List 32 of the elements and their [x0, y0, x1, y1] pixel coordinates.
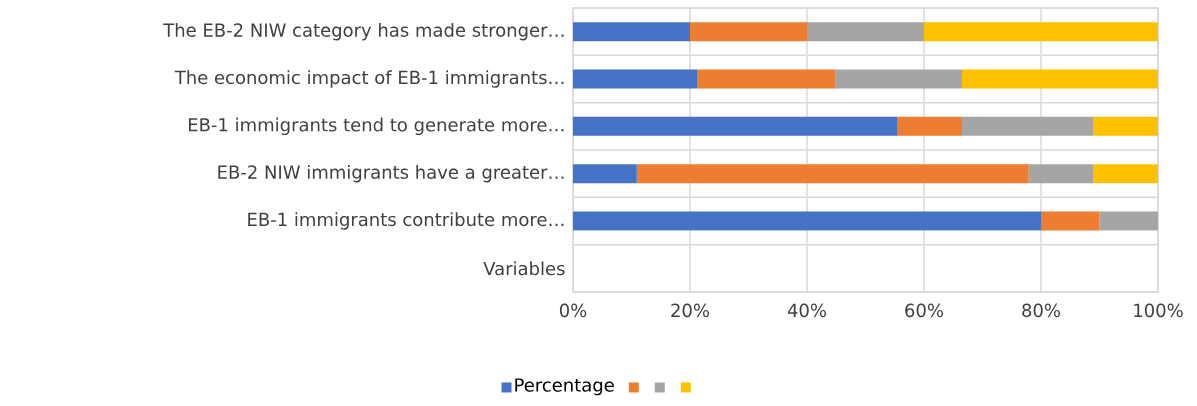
- bar: [636, 164, 1029, 184]
- x-tick-label: 0%: [559, 303, 587, 318]
- bar: [690, 22, 807, 42]
- y-tick-label: Variables: [483, 261, 565, 276]
- bar: [835, 69, 963, 89]
- bar: [573, 69, 698, 89]
- legend-label: Percentage: [515, 378, 614, 396]
- bar: [573, 22, 690, 42]
- bar: [697, 69, 836, 89]
- bar: [573, 116, 898, 136]
- y-tick-label: The EB-2 NIW category has made stronger…: [163, 22, 564, 41]
- bar: [1093, 164, 1158, 184]
- bar: [962, 116, 1094, 136]
- bar: [1040, 211, 1100, 231]
- bar: [1028, 164, 1094, 184]
- bar: [807, 22, 924, 42]
- bar: [1093, 116, 1158, 136]
- bar: [962, 69, 1158, 89]
- bar: [897, 116, 963, 136]
- y-tick-label: EB-1 immigrants tend to generate more…: [188, 117, 564, 136]
- x-tick-label: 40%: [787, 303, 826, 318]
- x-tick-label: 80%: [1022, 303, 1060, 318]
- bar: [1099, 211, 1158, 231]
- y-tick-label: EB-2 NIW immigrants have a greater…: [218, 164, 564, 183]
- x-tick-label: 60%: [905, 303, 943, 318]
- bar: [573, 211, 1041, 231]
- bar: [573, 164, 637, 184]
- bar: [924, 22, 1158, 42]
- y-tick-label: The economic impact of EB-1 immigrants…: [174, 70, 564, 88]
- x-tick-label: 20%: [671, 303, 709, 318]
- x-tick-label: 100%: [1134, 303, 1183, 318]
- y-tick-label: EB-1 immigrants contribute more…: [248, 212, 564, 230]
